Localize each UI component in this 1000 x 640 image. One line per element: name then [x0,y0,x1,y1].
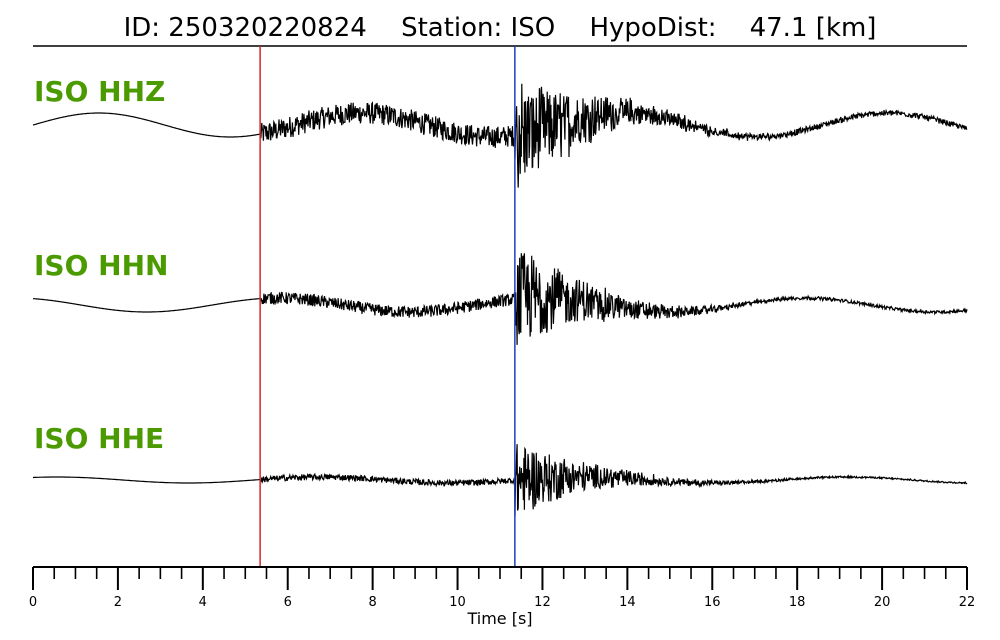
x-tick-label: 2 [114,595,122,610]
x-tick-label: 18 [789,595,806,610]
x-tick-label: 10 [449,595,466,610]
waveform-traces [32,83,968,517]
time-axis: 0 2 4 6 8 10 12 14 16 18 20 22 [29,566,976,610]
title-station: Station: ISO [401,13,555,43]
x-tick-label: 14 [619,595,636,610]
trace-label-iso-hhn: ISO HHN [34,249,168,282]
x-axis-label: Time [s] [466,609,532,628]
x-tick-label: 0 [29,595,37,610]
x-tick-label: 20 [874,595,891,610]
x-tick-label: 8 [368,595,376,610]
trace-label-iso-hhz: ISO HHZ [34,75,165,108]
trace-label-iso-hhe: ISO HHE [34,422,164,455]
x-tick-label: 6 [284,595,292,610]
x-tick-label: 22 [959,595,976,610]
title-hypodist: HypoDist: 47.1 [km] [589,13,876,43]
x-tick-label: 16 [704,595,721,610]
x-tick-label: 12 [534,595,551,610]
waveform-iso-hhe [33,444,968,517]
waveform-iso-hhn [32,253,968,345]
title-event-id: ID: 250320220824 [124,13,367,43]
plot-title: ID: 250320220824 Station: ISO HypoDist: … [124,13,877,43]
trace-labels: ISO HHZ ISO HHN ISO HHE [34,75,168,455]
phase-picks [259,46,516,567]
waveform-iso-hhz [32,83,968,188]
x-tick-label: 4 [199,595,207,610]
